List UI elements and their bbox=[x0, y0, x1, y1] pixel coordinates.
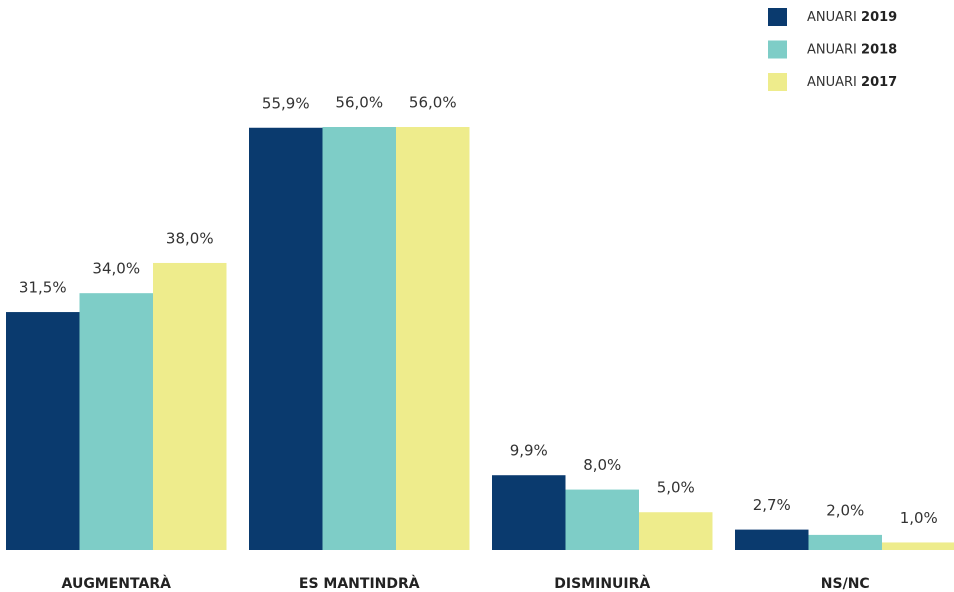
bar bbox=[639, 512, 713, 550]
value-label: 5,0% bbox=[657, 479, 695, 497]
category-label: ES MANTINDRÀ bbox=[299, 575, 420, 592]
bar bbox=[153, 262, 227, 550]
value-label: 1,0% bbox=[900, 509, 938, 527]
legend-label: ANUARI 2018 bbox=[807, 42, 897, 57]
bar bbox=[396, 127, 470, 550]
value-label: 2,0% bbox=[826, 501, 864, 519]
value-label: 56,0% bbox=[335, 94, 383, 112]
value-label: 31,5% bbox=[19, 279, 67, 297]
legend-label: ANUARI 2019 bbox=[807, 10, 897, 25]
bar bbox=[6, 312, 80, 550]
category-label: AUGMENTARÀ bbox=[62, 575, 172, 592]
bar bbox=[565, 489, 639, 550]
value-label: 8,0% bbox=[583, 456, 621, 474]
bar bbox=[808, 534, 882, 550]
value-label: 34,0% bbox=[92, 260, 140, 278]
value-label: 56,0% bbox=[409, 94, 457, 112]
bar bbox=[492, 475, 566, 550]
bar bbox=[882, 542, 954, 550]
bar bbox=[322, 127, 396, 550]
bar bbox=[249, 127, 323, 550]
legend-label: ANUARI 2017 bbox=[807, 75, 897, 90]
category-label: DISMINUIRÀ bbox=[554, 575, 650, 592]
value-label: 9,9% bbox=[510, 442, 548, 460]
legend-swatch bbox=[768, 73, 787, 91]
value-label: 2,7% bbox=[753, 496, 791, 514]
bar bbox=[79, 293, 153, 550]
category-label: NS/NC bbox=[821, 576, 870, 592]
legend-swatch bbox=[768, 8, 787, 26]
value-label: 55,9% bbox=[262, 94, 310, 112]
value-label: 38,0% bbox=[166, 229, 214, 247]
bar bbox=[735, 529, 809, 550]
legend-swatch bbox=[768, 40, 787, 59]
